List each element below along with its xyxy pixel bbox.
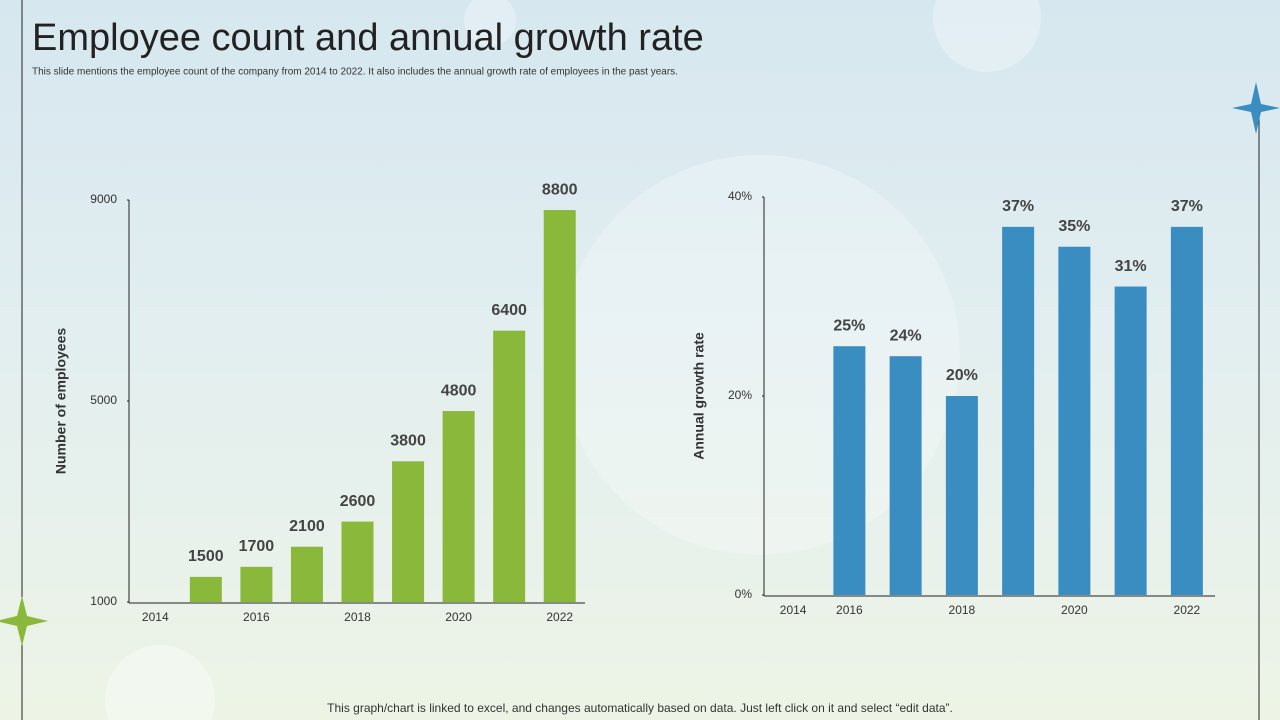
x-tick-label: 2014 bbox=[780, 603, 807, 617]
bar bbox=[442, 411, 475, 602]
y-tick-label: 9000 bbox=[90, 192, 117, 206]
value-label: 6400 bbox=[491, 302, 527, 319]
y-tick-label: 20% bbox=[728, 388, 752, 402]
bar bbox=[889, 356, 922, 595]
value-label: 20% bbox=[946, 367, 978, 384]
value-label: 24% bbox=[890, 327, 922, 344]
y-tick-label: 0% bbox=[735, 587, 753, 601]
x-tick-label: 2014 bbox=[142, 610, 169, 624]
x-tick-label: 2020 bbox=[1061, 603, 1088, 617]
bar bbox=[240, 566, 273, 602]
bar bbox=[543, 210, 576, 603]
value-label: 1500 bbox=[188, 548, 224, 565]
x-tick-label: 2022 bbox=[546, 610, 573, 624]
bar bbox=[1002, 226, 1035, 595]
value-label: 31% bbox=[1115, 258, 1147, 275]
x-tick-label: 2022 bbox=[1174, 603, 1201, 617]
bar bbox=[1058, 246, 1091, 595]
bar bbox=[833, 346, 866, 595]
bar bbox=[1114, 286, 1147, 595]
y-tick-label: 1000 bbox=[90, 594, 117, 608]
value-label: 2100 bbox=[289, 518, 325, 535]
subtitle: This slide mentions the employee count o… bbox=[32, 67, 678, 78]
value-label: 3800 bbox=[390, 433, 426, 450]
bar bbox=[392, 461, 425, 602]
bar bbox=[1170, 226, 1203, 595]
value-label: 37% bbox=[1171, 198, 1203, 215]
value-label: 35% bbox=[1058, 218, 1090, 235]
value-label: 25% bbox=[833, 317, 865, 334]
x-tick-label: 2016 bbox=[243, 610, 270, 624]
value-label: 2600 bbox=[340, 493, 376, 510]
x-tick-label: 2016 bbox=[836, 603, 863, 617]
x-tick-label: 2020 bbox=[445, 610, 472, 624]
bar bbox=[493, 330, 526, 602]
y-tick-label: 40% bbox=[728, 189, 752, 203]
bar bbox=[945, 396, 978, 595]
value-label: 8800 bbox=[542, 181, 578, 198]
bar bbox=[189, 576, 222, 602]
footer-note: This graph/chart is linked to excel, and… bbox=[327, 701, 953, 715]
title: Employee count and annual growth rate bbox=[32, 17, 704, 59]
bar bbox=[341, 521, 374, 602]
x-tick-label: 2018 bbox=[344, 610, 371, 624]
value-label: 37% bbox=[1002, 198, 1034, 215]
x-tick-label: 2018 bbox=[949, 603, 976, 617]
y-axis-label: Annual growth rate bbox=[691, 332, 707, 460]
value-label: 4800 bbox=[441, 382, 477, 399]
y-axis-label: Number of employees bbox=[53, 328, 69, 474]
value-label: 1700 bbox=[239, 538, 275, 555]
y-tick-label: 5000 bbox=[90, 393, 117, 407]
bar bbox=[290, 546, 323, 602]
